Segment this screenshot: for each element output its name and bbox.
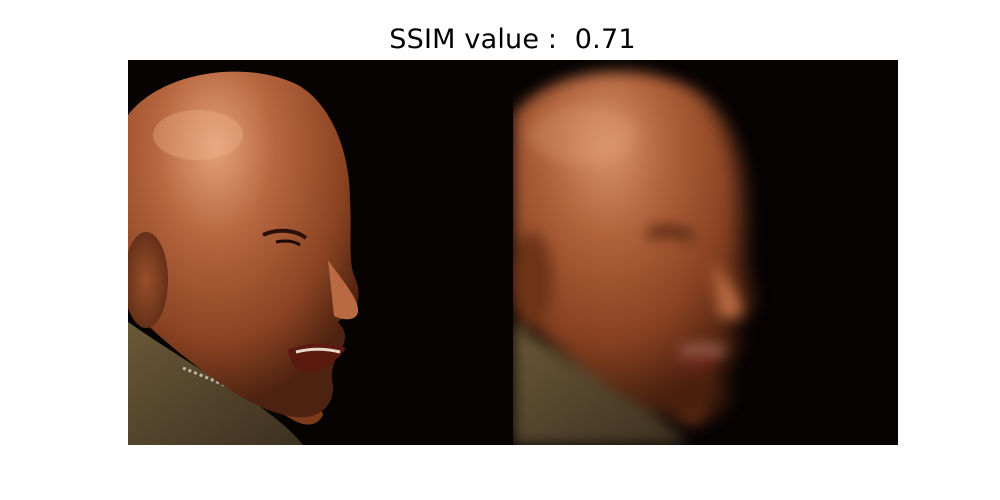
original-image-panel bbox=[128, 60, 513, 445]
distorted-portrait bbox=[513, 60, 898, 445]
figure-title: SSIM value : 0.71 bbox=[389, 24, 636, 55]
original-portrait bbox=[128, 60, 513, 445]
distorted-image-panel bbox=[513, 60, 898, 445]
